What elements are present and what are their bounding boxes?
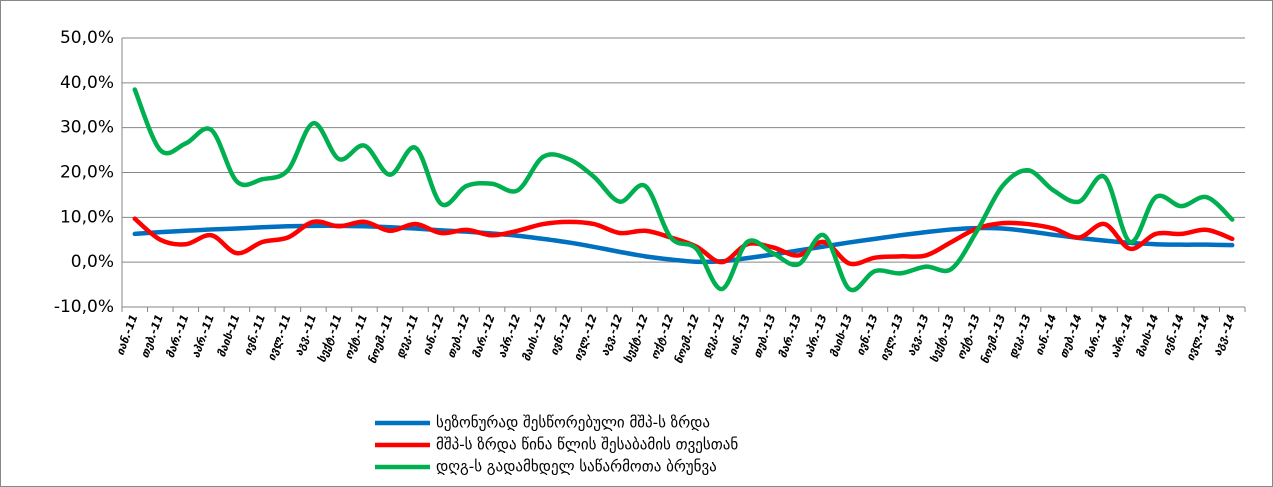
series-line — [132, 87, 1235, 293]
series-line — [132, 216, 1235, 267]
y-tick-label: 30,0% — [60, 118, 114, 138]
legend-label: მშპ-ს ზრდა წინა წლის შესაბამის თვესთან — [436, 436, 738, 454]
y-tick-label: 10,0% — [60, 207, 114, 227]
series-line — [132, 223, 1235, 265]
y-tick-label: 40,0% — [60, 73, 114, 93]
y-tick-label: 0,0% — [71, 252, 114, 272]
y-tick-label: 50,0% — [60, 28, 114, 48]
legend-label: დღგ-ს გადამხდელ საწარმოთა ბრუნვა — [436, 458, 717, 476]
legend-label: სეზონურად შესწორებული მშპ-ს ზრდა — [436, 414, 710, 432]
y-tick-label: 20,0% — [60, 163, 114, 183]
y-tick-label: -10,0% — [54, 297, 114, 317]
